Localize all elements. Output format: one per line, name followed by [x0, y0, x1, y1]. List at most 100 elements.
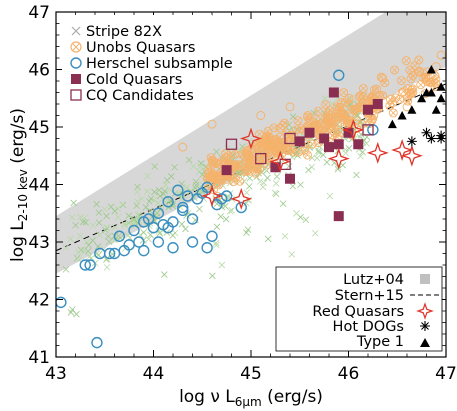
stripe82x-point	[104, 233, 112, 240]
stripe82x-point	[209, 272, 216, 280]
stripe82x-point	[312, 229, 319, 237]
stripe82x-point	[151, 163, 159, 170]
stripe82x-point	[67, 309, 75, 316]
unobs-quasar-point	[235, 176, 245, 186]
legend-circle-x-marker	[70, 41, 82, 53]
unobs-quasar-cross	[230, 178, 237, 185]
stripe82x-point	[103, 223, 111, 231]
stripe82x-point	[147, 195, 155, 202]
stripe82x-point	[85, 241, 92, 249]
unobs-quasar-point	[415, 66, 425, 76]
red-quasar-point	[400, 144, 423, 167]
unobs-quasar-point	[239, 166, 249, 176]
unobs-quasar-point	[372, 84, 382, 94]
unobs-quasar-cross	[278, 147, 284, 153]
stripe82x-point	[130, 215, 138, 223]
herschel-point	[142, 213, 155, 225]
stripe82x-point	[182, 225, 189, 233]
legend-label-unobs: Unobs Quasars	[86, 40, 196, 56]
stripe82x-point	[101, 206, 109, 213]
type1-point	[426, 65, 436, 74]
stripe82x-point	[76, 232, 84, 240]
stripe82x-point	[82, 219, 89, 226]
stripe82x-point	[134, 188, 141, 196]
unobs-quasar-point	[431, 62, 441, 72]
stripe82x-point	[271, 189, 279, 197]
stripe82x-point	[273, 173, 281, 180]
unobs-quasar-cross	[254, 145, 261, 151]
unobs-quasar-point	[354, 92, 364, 102]
unobs-quasar-point	[314, 128, 324, 138]
herschel-point	[79, 259, 91, 271]
unobs-quasar-cross	[356, 104, 363, 111]
stripe82x-point	[359, 148, 366, 156]
stripe82x-point	[245, 183, 253, 190]
stripe82x-point	[302, 216, 310, 224]
stripe82x-point	[281, 232, 289, 240]
stripe82x-point	[146, 207, 154, 215]
herschel-point	[172, 184, 184, 196]
unobs-quasar-cross	[312, 116, 319, 122]
unobs-quasar-cross	[432, 80, 439, 87]
unobs-quasar-point	[358, 83, 368, 93]
unobs-quasar-cross	[217, 158, 224, 165]
unobs-quasar-point	[402, 102, 412, 112]
unobs-quasar-point	[257, 146, 267, 156]
legend-circle-x-cross	[72, 43, 80, 51]
unobs-quasar-cross	[391, 67, 398, 73]
unobs-quasar-point	[242, 166, 251, 176]
stripe82x-point	[243, 189, 250, 196]
cold-quasar-point	[353, 139, 364, 150]
legend-open-square-marker	[70, 89, 82, 101]
legend-cq-candidates: CQ Candidates	[70, 88, 194, 104]
unobs-quasar-cross	[334, 122, 341, 128]
unobs-quasar-point	[340, 110, 350, 120]
unobs-quasar-point	[307, 139, 317, 149]
stripe82x-point	[145, 235, 152, 243]
herschel-point	[201, 242, 213, 254]
stripe82x-point	[256, 178, 264, 185]
red-quasar-point	[327, 147, 350, 170]
stripe82x-point	[121, 221, 129, 229]
stripe82x-point	[305, 166, 312, 174]
unobs-quasar-cross	[335, 107, 342, 113]
unobs-quasar-cross	[406, 67, 413, 73]
stripe82x-point	[213, 148, 220, 156]
unobs-quasar-point	[254, 157, 263, 167]
unobs-quasar-cross	[206, 168, 213, 175]
unobs-quasar-cross	[432, 72, 438, 79]
herschel-point	[177, 204, 189, 217]
unobs-quasar-cross	[390, 110, 397, 116]
unobs-quasar-point	[343, 117, 353, 127]
type1-point	[436, 82, 446, 91]
type1-point	[431, 105, 441, 114]
stripe82x-point	[329, 100, 336, 107]
type1-point	[426, 88, 436, 97]
herschel-point	[84, 259, 96, 271]
stripe82x-point	[293, 210, 300, 217]
stripe82x-point	[272, 180, 280, 187]
herschel-point	[103, 247, 116, 260]
stripe82x-point	[68, 214, 76, 221]
type1-point	[387, 119, 397, 129]
legend-bottom: Lutz+04 Stern+15 Red Quasars Hot DOGs Ty…	[275, 266, 443, 352]
stripe82x-point	[167, 173, 175, 180]
stripe82x-point	[89, 222, 97, 229]
unobs-quasar-point	[211, 159, 221, 168]
stripe82x-point	[178, 220, 186, 228]
unobs-quasar-point	[332, 120, 342, 130]
unobs-quasar-cross	[424, 78, 431, 85]
herschel-point	[186, 236, 199, 248]
herschel-point	[133, 236, 145, 248]
stripe82x-point	[121, 220, 128, 228]
unobs-quasar-point	[208, 176, 218, 186]
unobs-quasar-point	[421, 72, 430, 82]
stripe82x-point	[260, 179, 268, 187]
unobs-quasar-cross	[212, 160, 219, 167]
herschel-point	[167, 242, 179, 254]
unobs-quasar-point	[178, 142, 188, 152]
unobs-quasar-point	[252, 162, 262, 172]
stripe82x-point	[183, 212, 190, 219]
cold-quasar-point	[363, 104, 373, 115]
herschel-point	[162, 221, 174, 234]
